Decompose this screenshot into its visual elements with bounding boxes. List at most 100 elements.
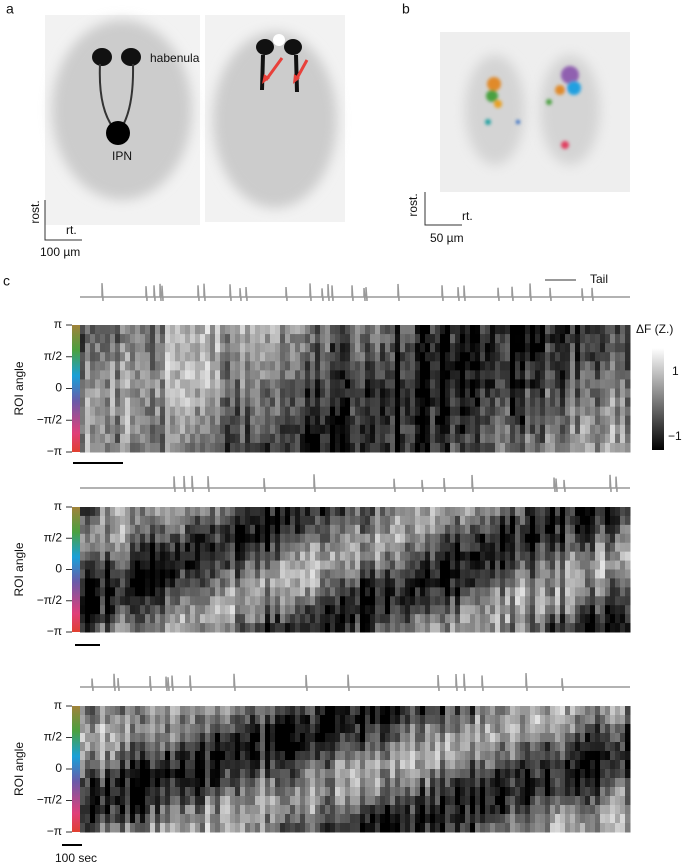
- heatmap-cell: [470, 352, 476, 362]
- heatmap-cell: [295, 605, 301, 615]
- heatmap-cell: [415, 515, 421, 526]
- heatmap-cell: [605, 587, 611, 597]
- heatmap-cell: [265, 578, 271, 588]
- heatmap-cell: [355, 569, 361, 579]
- heatmap-cell: [575, 515, 581, 526]
- heatmap-cell: [250, 605, 256, 615]
- heatmap-cell: [195, 796, 201, 806]
- heatmap-cell: [485, 578, 491, 588]
- heatmap-cell: [485, 787, 491, 797]
- heatmap-cell: [525, 751, 531, 761]
- heatmap-cell: [100, 542, 106, 553]
- heatmap-cell: [410, 379, 416, 389]
- heatmap-cell: [415, 352, 421, 362]
- heatmap-cell: [195, 787, 201, 797]
- heatmap-cell: [175, 515, 181, 526]
- heatmap-cell: [115, 787, 121, 797]
- heatmap-cell: [545, 715, 551, 725]
- heatmap-cell: [285, 769, 291, 779]
- heatmap-cell: [585, 388, 591, 399]
- heatmap-cell: [600, 533, 606, 544]
- heatmap-cell: [115, 614, 121, 624]
- heatmap-cell: [410, 715, 416, 725]
- heatmap-cell: [535, 569, 541, 579]
- heatmap-cell: [335, 587, 341, 597]
- heatmap-cell: [610, 796, 616, 806]
- heatmap-cell: [615, 605, 621, 615]
- heatmap-cell: [305, 379, 311, 389]
- heatmap-cell: [80, 507, 86, 517]
- heatmap-cell: [275, 787, 281, 797]
- heatmap-cell: [565, 769, 571, 779]
- heatmap-cell: [390, 796, 396, 806]
- heatmap-cell: [575, 733, 581, 743]
- heatmap-cell: [500, 578, 506, 588]
- heatmap-cell: [200, 715, 206, 725]
- heatmap-cell: [500, 742, 506, 752]
- heatmap-cell: [320, 733, 326, 743]
- heatmap-cell: [115, 814, 121, 824]
- heatmap-cell: [95, 760, 101, 770]
- heatmap-cell: [600, 560, 606, 570]
- heatmap-cell: [180, 587, 186, 597]
- heatmap-cell: [200, 542, 206, 553]
- heatmap-cell: [535, 769, 541, 779]
- heatmap-cell: [110, 778, 116, 788]
- heatmap-cell: [175, 814, 181, 824]
- heatmap-cell: [175, 587, 181, 597]
- heatmap-cell: [580, 778, 586, 788]
- heatmap-cell: [180, 507, 186, 517]
- heatmap-cell: [280, 388, 286, 399]
- heatmap-cell: [560, 814, 566, 824]
- heatmap-cell: [335, 623, 341, 633]
- heatmap-cell: [295, 560, 301, 570]
- heatmap-cell: [155, 507, 161, 517]
- heatmap-cell: [200, 569, 206, 579]
- heatmap-cell: [435, 715, 441, 725]
- heatmap-cell: [505, 742, 511, 752]
- heatmap-cell: [535, 415, 541, 426]
- heatmap-cell: [255, 352, 261, 362]
- heatmap-cell: [585, 379, 591, 389]
- heatmap-cell: [150, 442, 156, 453]
- heatmap-cell: [175, 715, 181, 725]
- heatmap-cell: [180, 524, 186, 535]
- heatmap-cell: [295, 542, 301, 553]
- heatmap-cell: [485, 796, 491, 806]
- heatmap-cell: [620, 623, 626, 633]
- heatmap-cell: [550, 751, 556, 761]
- heatmap-cell: [195, 587, 201, 597]
- heatmap-cell: [570, 751, 576, 761]
- heatmap-cell: [370, 524, 376, 535]
- heatmap-cell: [270, 751, 276, 761]
- heatmap-cell: [600, 515, 606, 526]
- heatmap-cell: [445, 542, 451, 553]
- heatmap-cell: [185, 524, 191, 535]
- heatmap-cell: [130, 787, 136, 797]
- heatmap-cell: [555, 352, 561, 362]
- heatmap-cell: [595, 325, 601, 335]
- heatmap-cell: [200, 334, 206, 344]
- heatmap-cell: [355, 760, 361, 770]
- heatmap-cell: [470, 507, 476, 517]
- heatmap-cell: [110, 515, 116, 526]
- heatmap-cell: [620, 352, 626, 362]
- heatmap-cell: [460, 715, 466, 725]
- heatmap-cell: [545, 370, 551, 380]
- heatmap-cell: [520, 706, 526, 716]
- heatmap-cell: [375, 614, 381, 624]
- heatmap-cell: [365, 397, 371, 408]
- heatmap-cell: [560, 769, 566, 779]
- heatmap-cell: [575, 614, 581, 624]
- heatmap-cell: [200, 778, 206, 788]
- heatmap-cell: [415, 596, 421, 606]
- heatmap-cell: [190, 361, 196, 371]
- heatmap-cell: [295, 733, 301, 743]
- heatmap-cell: [375, 325, 381, 335]
- heatmap-cell: [265, 442, 271, 453]
- heatmap-cell: [535, 778, 541, 788]
- heatmap-cell: [405, 805, 411, 815]
- heatmap-cell: [625, 823, 631, 833]
- heatmap-cell: [235, 343, 241, 353]
- heatmap-cell: [520, 623, 526, 633]
